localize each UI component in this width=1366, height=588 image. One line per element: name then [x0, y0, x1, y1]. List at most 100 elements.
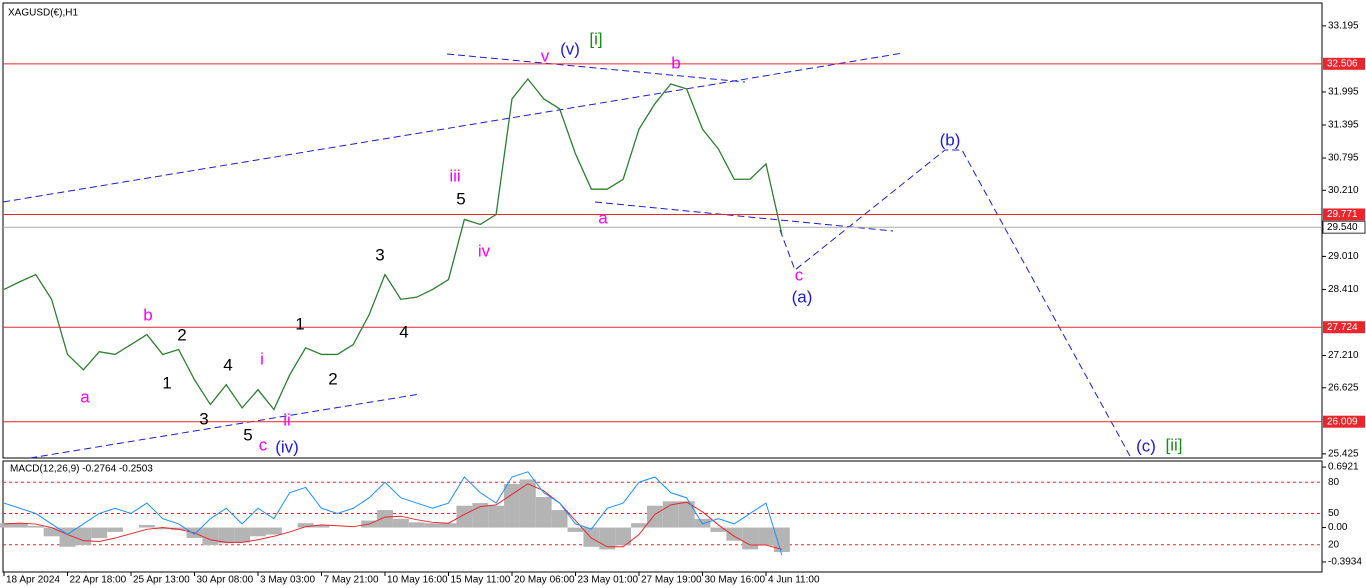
x-tick-label: 18 Apr 2024	[6, 575, 60, 586]
x-tick-label: 27 May 19:00	[641, 575, 702, 586]
wave-label: a	[598, 208, 608, 227]
macd-bar	[519, 479, 536, 528]
wave-label: i	[260, 349, 264, 368]
macd-bar	[154, 527, 171, 530]
triangle-line	[594, 201, 894, 232]
wave-label: 2	[177, 325, 186, 344]
macd-bar	[646, 505, 663, 528]
oscillator-line	[3, 471, 783, 556]
macd-level-label: 20	[1328, 539, 1340, 550]
macd-bar	[440, 523, 457, 528]
x-tick-label: 3 May 03:00	[260, 575, 315, 586]
macd-bar	[43, 527, 60, 537]
x-tick-label: 30 Apr 08:00	[197, 575, 254, 586]
macd-bar	[631, 523, 647, 528]
y-tick-label: 30.210	[1328, 185, 1359, 196]
y-tick-label: 31.995	[1328, 87, 1359, 98]
macd-y-tick-label: -0.3934	[1328, 557, 1362, 568]
macd-bar	[599, 527, 616, 550]
y-tick-label: 26.625	[1328, 382, 1359, 393]
macd-bar	[107, 527, 124, 532]
wave-label: b	[671, 53, 680, 72]
macd-bar	[488, 505, 505, 528]
y-tick-label: 30.795	[1328, 153, 1359, 164]
macd-bar	[551, 510, 568, 528]
level-label-box	[1323, 57, 1365, 70]
macd-bar	[392, 518, 409, 528]
macd-bar	[297, 523, 314, 528]
level-label: 27.724	[1327, 322, 1358, 333]
x-tick-label: 30 May 16:00	[705, 575, 766, 586]
macd-y-tick-label: 0.00	[1328, 522, 1348, 533]
wave-label: (a)	[792, 287, 813, 306]
wave-label: v	[541, 46, 550, 65]
wave-label: (b)	[940, 130, 961, 149]
macd-bar	[234, 527, 251, 543]
level-label: 32.506	[1327, 58, 1358, 69]
macd-bar	[218, 527, 235, 544]
wave-label: 2	[328, 369, 337, 388]
wave-label: b	[143, 305, 152, 324]
x-tick-label: 7 May 21:00	[324, 575, 379, 586]
wave-label: 5	[456, 189, 465, 208]
x-tick-label: 20 May 06:00	[514, 575, 575, 586]
macd-bar	[456, 505, 473, 528]
wave-label: [ii]	[1166, 435, 1183, 454]
wave-label: 1	[162, 373, 171, 392]
wave-label: 4	[399, 322, 408, 341]
wave-label: c	[795, 265, 804, 284]
macd-bar	[11, 523, 28, 528]
macd-bar	[27, 525, 44, 528]
macd-bar	[504, 483, 520, 528]
macd-bar	[773, 527, 790, 553]
wave-label: iv	[478, 241, 491, 260]
x-tick-label: 15 May 11:00	[451, 575, 511, 586]
y-tick-label: 33.195	[1328, 21, 1359, 32]
macd-bar	[583, 527, 600, 547]
signal-line	[3, 483, 783, 550]
wave-label: (iv)	[275, 437, 299, 456]
macd-title: MACD(12,26,9) -0.2764 -0.2503	[10, 464, 153, 475]
macd-bar	[408, 522, 425, 528]
y-tick-label: 25.425	[1328, 449, 1359, 460]
current-price-label: 29.540	[1327, 222, 1358, 233]
level-label: 29.771	[1327, 209, 1358, 220]
wave-label: 4	[223, 355, 232, 374]
price-line	[3, 77, 783, 411]
macd-bar	[202, 527, 219, 546]
y-tick-label: 31.395	[1328, 120, 1359, 131]
level-label-box	[1323, 321, 1365, 334]
macd-bar	[265, 527, 282, 535]
macd-bar	[91, 527, 108, 539]
y-tick-label: 27.210	[1328, 350, 1359, 361]
channel-line	[2, 52, 904, 203]
macd-bar	[0, 523, 12, 528]
triangle-line	[446, 53, 746, 83]
wave-label: 1	[295, 314, 304, 333]
y-tick-label: 28.410	[1328, 284, 1359, 295]
macd-bar	[535, 496, 552, 528]
level-label-box	[1323, 208, 1365, 221]
macd-bar	[472, 503, 489, 528]
macd-bar	[662, 501, 679, 528]
macd-y-tick-label: 0.6921	[1328, 462, 1359, 473]
wave-label: 3	[199, 409, 208, 428]
y-tick-label: 29.010	[1328, 251, 1359, 262]
wave-label: c	[259, 435, 268, 454]
level-label: 26.009	[1327, 416, 1358, 427]
macd-bar	[377, 510, 393, 528]
macd-bar	[678, 501, 695, 528]
wave-label: 3	[375, 245, 384, 264]
wave-label: (c)	[1136, 436, 1156, 455]
x-tick-label: 4 Jun 11:00	[768, 575, 820, 586]
level-label-box	[1323, 415, 1365, 428]
x-tick-label: 25 Apr 13:00	[133, 575, 190, 586]
macd-bar	[615, 527, 632, 546]
macd-bar	[742, 527, 759, 550]
macd-bar	[250, 527, 266, 537]
wave-label: (v)	[560, 39, 580, 58]
wave-label: [i]	[589, 29, 602, 48]
wave-label: iii	[449, 166, 460, 185]
